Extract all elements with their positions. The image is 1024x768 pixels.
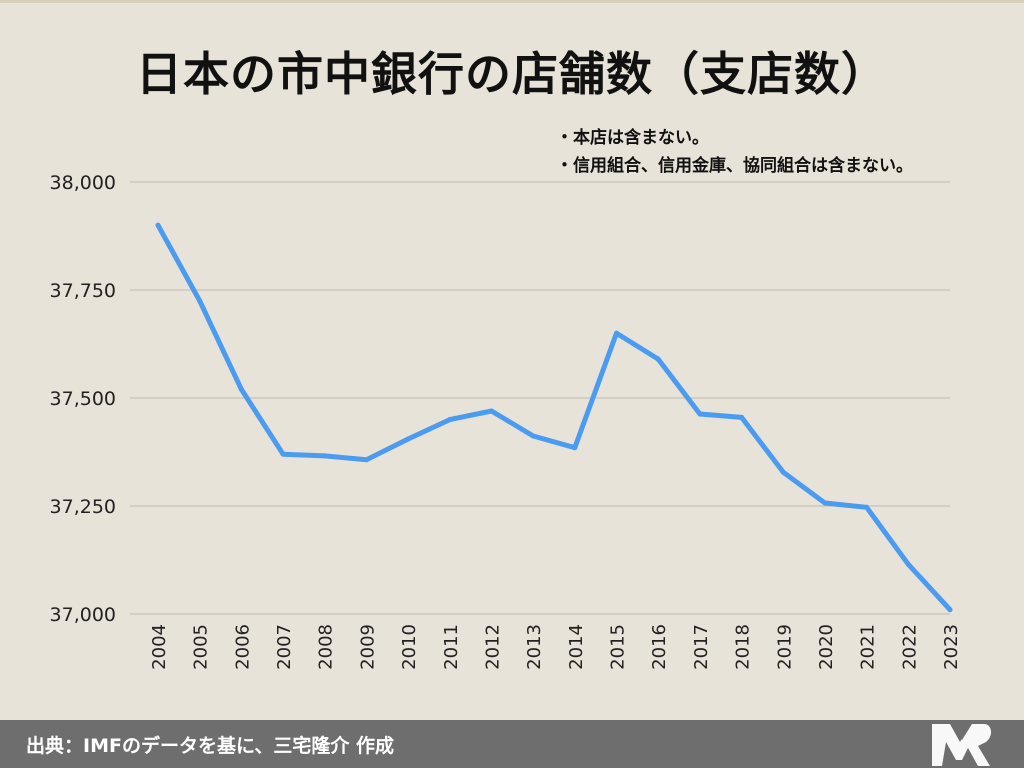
data-point [322, 453, 328, 459]
data-point [739, 414, 745, 420]
data-point [780, 469, 786, 475]
data-point [614, 330, 620, 336]
x-tick-label: 2004 [149, 624, 170, 670]
series-lines [155, 222, 953, 613]
x-tick-label: 2023 [941, 624, 962, 670]
y-tick-label: 37,250 [50, 496, 116, 518]
y-tick-label: 37,750 [50, 280, 116, 302]
x-tick-label: 2019 [774, 624, 795, 670]
chart-notes: ・本店は含まない。 ・信用組合、信用金庫、協同組合は含まない。 [556, 124, 913, 180]
data-point [697, 411, 703, 417]
x-tick-label: 2014 [566, 624, 587, 670]
note-item: ・本店は含まない。 [556, 128, 709, 148]
data-point [280, 451, 286, 457]
footer-bar: 出典：IMFのデータを基に、三宅隆介 作成 [0, 720, 1024, 768]
x-tick-label: 2013 [524, 624, 545, 670]
data-point [864, 504, 870, 510]
source-text: 出典：IMFのデータを基に、三宅隆介 作成 [26, 735, 395, 757]
x-tick-label: 2012 [482, 624, 503, 670]
x-tick-label: 2006 [232, 624, 253, 670]
data-point [947, 607, 953, 613]
x-tick-label: 2022 [899, 624, 920, 670]
data-point [572, 445, 578, 451]
data-point [238, 386, 244, 392]
x-tick-label: 2008 [316, 624, 337, 670]
data-point [905, 561, 911, 567]
data-point [363, 457, 369, 463]
data-point [822, 500, 828, 506]
data-point [447, 417, 453, 423]
y-tick-label: 38,000 [50, 172, 116, 194]
x-axis-ticks: 2004 2005 2006 2007 2008 2009 2010 2011 2012 2013… [149, 624, 962, 670]
y-tick-label: 37,000 [50, 604, 116, 626]
x-tick-label: 2018 [733, 624, 754, 670]
data-point [530, 433, 536, 439]
top-border [0, 0, 1024, 3]
x-tick-label: 2011 [441, 624, 462, 670]
x-tick-label: 2005 [191, 624, 212, 670]
y-axis-ticks: 37,000 37,250 37,500 37,750 38,000 [50, 172, 116, 626]
x-tick-label: 2016 [649, 624, 670, 670]
x-tick-label: 2020 [816, 624, 837, 670]
series-line [155, 222, 953, 613]
chart-title: 日本の市中銀行の店舗数（支店数） [136, 47, 888, 101]
note-item: ・信用組合、信用金庫、協同組合は含まない。 [556, 156, 913, 176]
x-tick-label: 2010 [399, 624, 420, 670]
data-point [197, 298, 203, 304]
y-tick-label: 37,500 [50, 388, 116, 410]
data-point [655, 356, 661, 362]
data-point [155, 222, 161, 228]
x-tick-label: 2017 [691, 624, 712, 670]
x-tick-label: 2021 [858, 624, 879, 670]
grid-lines [130, 181, 950, 615]
data-point [405, 436, 411, 442]
data-point [488, 408, 494, 414]
stylized-mr-logo-icon [932, 724, 992, 766]
x-tick-label: 2007 [274, 624, 295, 670]
x-tick-label: 2015 [608, 624, 629, 670]
x-tick-label: 2009 [357, 624, 378, 670]
